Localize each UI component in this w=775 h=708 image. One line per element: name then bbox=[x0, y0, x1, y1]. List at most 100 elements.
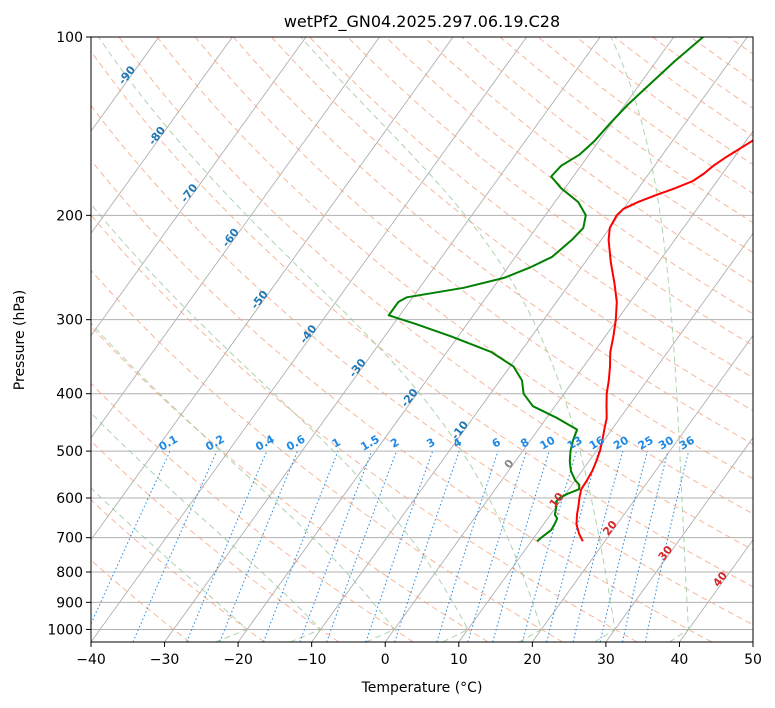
mixing-ratio-line bbox=[263, 450, 339, 642]
mixing-ratio-label: 10 bbox=[538, 433, 558, 452]
thermo-overlays bbox=[91, 37, 753, 642]
mixing-ratio-line bbox=[219, 450, 298, 642]
grid-lines bbox=[0, 37, 753, 642]
moist-adiabat bbox=[91, 203, 469, 642]
y-axis: 100 200 300 400 500 600 700 800 900 1000 bbox=[47, 30, 91, 638]
mixing-ratio-line bbox=[365, 450, 434, 642]
temperature-line bbox=[575, 138, 753, 542]
y-tick-label: 1000 bbox=[47, 622, 83, 638]
dry-adiabat bbox=[91, 214, 638, 642]
dry-adiabat bbox=[347, 37, 753, 347]
dry-adiabat bbox=[385, 37, 753, 315]
dry-adiabat bbox=[232, 37, 753, 445]
isotherm-line bbox=[164, 37, 601, 642]
x-tick-label: −20 bbox=[223, 652, 253, 668]
x-tick-label: 0 bbox=[381, 652, 390, 668]
isotherm-line bbox=[91, 37, 454, 541]
y-tick-label: 500 bbox=[56, 444, 83, 460]
x-axis-label: Temperature (°C) bbox=[361, 680, 483, 696]
mixing-ratio-line bbox=[326, 450, 397, 642]
mixing-ratio-line bbox=[299, 450, 373, 642]
mixing-ratio-line bbox=[492, 450, 550, 642]
isotherm-line bbox=[91, 37, 380, 439]
dry-adiabat bbox=[91, 104, 753, 626]
mixing-ratio-line bbox=[599, 450, 648, 642]
x-tick-label: 20 bbox=[523, 652, 541, 668]
x-tick-label: −40 bbox=[76, 652, 106, 668]
dry-adiabat-label: 10 bbox=[547, 490, 567, 510]
dry-adiabat bbox=[156, 37, 753, 515]
y-tick-label: 600 bbox=[56, 491, 83, 507]
isotherm-label: -20 bbox=[398, 386, 421, 410]
dry-adiabat bbox=[118, 37, 753, 551]
mixing-ratio-label: 3 bbox=[424, 436, 437, 451]
x-tick-label: 50 bbox=[744, 652, 762, 668]
mixing-ratio-line bbox=[132, 450, 218, 642]
isotherm-line bbox=[679, 539, 753, 642]
isotherm-line bbox=[384, 130, 753, 642]
isotherm-line bbox=[458, 232, 753, 642]
y-axis-label: Pressure (hPa) bbox=[12, 290, 28, 390]
dry-adiabat bbox=[91, 499, 265, 642]
isotherm-line bbox=[752, 641, 753, 642]
mixing-ratio-label: 25 bbox=[636, 434, 656, 453]
isotherm-line bbox=[91, 37, 233, 235]
mixing-ratio-line bbox=[644, 450, 690, 642]
dry-adiabat-label: 20 bbox=[600, 518, 620, 538]
profile-series bbox=[387, 37, 753, 543]
x-tick-label: −10 bbox=[297, 652, 327, 668]
mixing-ratio-line bbox=[572, 450, 624, 642]
mixing-ratio-line bbox=[546, 450, 600, 642]
mixing-ratio-label: 6 bbox=[490, 435, 503, 450]
y-tick-label: 200 bbox=[56, 208, 83, 224]
dry-adiabat bbox=[690, 37, 753, 82]
isotherm-label: -90 bbox=[116, 63, 139, 87]
dry-adiabat bbox=[271, 37, 753, 412]
y-tick-label: 800 bbox=[56, 565, 83, 581]
moist-adiabat bbox=[91, 412, 322, 642]
dewpoint-line bbox=[387, 37, 704, 543]
x-tick-label: 10 bbox=[450, 652, 468, 668]
chart-title: wetPf2_GN04.2025.297.06.19.C28 bbox=[284, 12, 560, 32]
dry-adiabat bbox=[461, 37, 753, 254]
x-tick-label: −30 bbox=[150, 652, 180, 668]
dry-adiabat bbox=[91, 159, 713, 642]
isotherm-line bbox=[91, 37, 527, 642]
moist-adiabat bbox=[98, 37, 543, 642]
moist-adiabat bbox=[91, 322, 396, 642]
mixing-ratio-label: 0.4 bbox=[253, 432, 277, 453]
moist-adiabat bbox=[300, 37, 616, 642]
mixing-ratio-line bbox=[91, 450, 171, 625]
isotherm-label: -70 bbox=[178, 181, 201, 205]
dry-adiabat bbox=[423, 37, 753, 284]
dry-adiabat bbox=[194, 37, 753, 480]
x-tick-label: 40 bbox=[671, 652, 689, 668]
isotherm-line bbox=[237, 37, 675, 642]
mixing-ratio-label: 30 bbox=[656, 433, 676, 452]
dry-adiabat bbox=[91, 325, 489, 642]
dry-adiabat bbox=[91, 382, 414, 642]
mixing-ratio-label: 0.2 bbox=[203, 433, 226, 454]
y-tick-label: 900 bbox=[56, 595, 83, 611]
mixing-ratio-label: 0.1 bbox=[157, 433, 180, 454]
mixing-ratio-label: 2 bbox=[388, 436, 401, 451]
zero-isotherm-label: 0 bbox=[502, 457, 517, 471]
mixing-ratio-line bbox=[467, 450, 527, 642]
y-tick-label: 300 bbox=[56, 313, 83, 329]
y-tick-label: 100 bbox=[56, 30, 83, 46]
mixing-ratio-line bbox=[436, 450, 499, 642]
x-axis: −40 −30 −20 −10 0 10 20 30 40 50 bbox=[76, 642, 762, 668]
mixing-ratio-line bbox=[522, 450, 577, 642]
x-tick-label: 30 bbox=[597, 652, 615, 668]
dry-adiabat bbox=[728, 37, 753, 55]
y-tick-label: 700 bbox=[56, 531, 83, 547]
dry-adiabat bbox=[499, 37, 753, 224]
dry-adiabat bbox=[537, 37, 753, 194]
isotherm-line bbox=[0, 37, 12, 642]
overlay-labels: 0.1 0.2 0.4 0.6 1 1.5 2 3 4 6 8 10 13 16 20 25 30 36-100-… bbox=[91, 37, 730, 589]
isotherm-line bbox=[531, 334, 753, 642]
mixing-ratio-line bbox=[186, 450, 268, 642]
dry-adiabat-label: 30 bbox=[656, 543, 676, 563]
dry-adiabat bbox=[91, 440, 340, 642]
